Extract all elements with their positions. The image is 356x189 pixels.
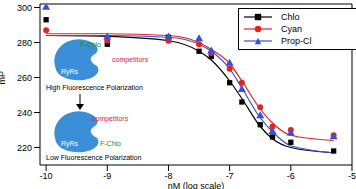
svg-text:-5: -5 [348,171,349,181]
svg-text:-9: -9 [103,171,111,181]
svg-text:220: 220 [17,143,32,153]
svg-text:High Fluorescence Polarization: High Fluorescence Polarization [46,84,143,92]
svg-text:-7: -7 [226,171,234,181]
svg-text:-10: -10 [40,171,53,181]
svg-text:-6: -6 [287,171,295,181]
svg-text:RyRs: RyRs [61,68,79,76]
svg-text:260: 260 [17,73,32,83]
svg-text:240: 240 [17,108,32,118]
svg-text:competitors: competitors [112,56,149,64]
svg-text:F-Chlo: F-Chlo [100,140,121,147]
html-text:Cyan: Cyan [281,24,302,34]
svg-text:nM (log scale): nM (log scale) [168,181,225,189]
svg-text:competitors: competitors [92,115,129,123]
svg-text:-8: -8 [164,171,172,181]
svg-text:F-Chlo: F-Chlo [80,41,101,48]
svg-text:280: 280 [17,38,32,48]
svg-text:RyRs: RyRs [61,140,79,148]
html-text:Prop-Cl: Prop-Cl [281,36,312,46]
svg-text:Low Fluorescence Polarization: Low Fluorescence Polarization [46,154,141,161]
svg-text:300: 300 [17,3,32,13]
html-text:Chlo: Chlo [281,12,300,22]
